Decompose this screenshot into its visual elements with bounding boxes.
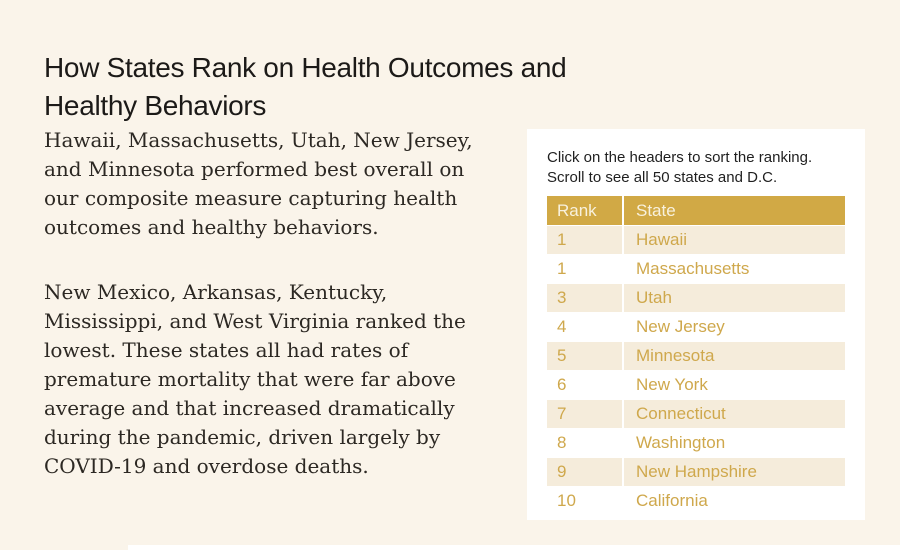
rank-cell: 1 xyxy=(547,254,622,283)
table-row: 4 New Jersey xyxy=(547,312,845,341)
state-cell: Massachusetts xyxy=(622,254,845,283)
table-row: 10 California xyxy=(547,486,845,515)
table-row: 9 New Hampshire xyxy=(547,457,845,486)
table-row: 1 Hawaii xyxy=(547,225,845,254)
intro-paragraph-worst-states: New Mexico, Arkansas, Kentucky, Mississi… xyxy=(44,280,466,478)
rank-cell: 5 xyxy=(547,341,622,370)
next-section-edge xyxy=(128,545,900,550)
table-row: 3 Utah xyxy=(547,283,845,312)
rank-cell: 10 xyxy=(547,486,622,515)
sort-header-state[interactable]: State xyxy=(622,196,845,225)
rank-cell: 9 xyxy=(547,457,622,486)
rank-cell: 7 xyxy=(547,399,622,428)
page-title-line2: Healthy Behaviors xyxy=(44,89,267,121)
state-ranking-table[interactable]: Rank State 1 Hawaii 1 Massachusetts 3 Utah 4 Ne… xyxy=(547,196,845,515)
rank-cell: 8 xyxy=(547,428,622,457)
state-cell: New Hampshire xyxy=(622,457,845,486)
table-instructions-line1: Click on the headers to sort the ranking… xyxy=(547,149,813,166)
page-title: How States Rank on Health Outcomes and H… xyxy=(44,49,567,125)
state-cell: Washington xyxy=(622,428,845,457)
state-cell: New Jersey xyxy=(622,312,845,341)
table-body[interactable]: 1 Hawaii 1 Massachusetts 3 Utah 4 New Jersey 5 Mi… xyxy=(547,225,845,515)
table-row: 6 New York xyxy=(547,370,845,399)
table-row: 8 Washington xyxy=(547,428,845,457)
intro-text: Hawaii, Massachusetts, Utah, New Jersey,… xyxy=(44,126,476,481)
state-cell: California xyxy=(622,486,845,515)
table-row: 1 Massachusetts xyxy=(547,254,845,283)
table-row: 7 Connecticut xyxy=(547,399,845,428)
state-cell: Minnesota xyxy=(622,341,845,370)
table-row: 5 Minnesota xyxy=(547,341,845,370)
table-header-row: Rank State xyxy=(547,196,845,225)
page-title-line1: How States Rank on Health Outcomes and xyxy=(44,51,567,83)
state-cell: Hawaii xyxy=(622,225,845,254)
intro-paragraph-best-states: Hawaii, Massachusetts, Utah, New Jersey,… xyxy=(44,128,473,239)
state-cell: New York xyxy=(622,370,845,399)
table-instructions-line2: Scroll to see all 50 states and D.C. xyxy=(547,169,778,186)
sort-header-rank[interactable]: Rank xyxy=(547,196,622,225)
rank-cell: 3 xyxy=(547,283,622,312)
rank-cell: 6 xyxy=(547,370,622,399)
rank-cell: 1 xyxy=(547,225,622,254)
rank-cell: 4 xyxy=(547,312,622,341)
state-cell: Utah xyxy=(622,283,845,312)
table-instructions: Click on the headers to sort the ranking… xyxy=(547,148,845,188)
ranking-panel: Click on the headers to sort the ranking… xyxy=(527,129,865,520)
state-cell: Connecticut xyxy=(622,399,845,428)
